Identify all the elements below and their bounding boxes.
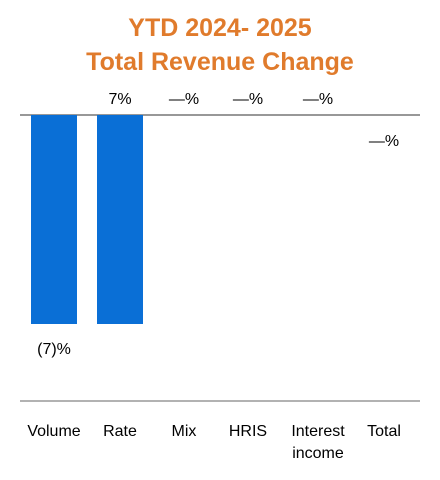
data-label: —% — [169, 91, 199, 108]
category-label: Rate — [103, 423, 137, 440]
chart-title: YTD 2024- 2025 — [128, 14, 312, 42]
data-label: 7% — [108, 91, 131, 108]
category-label: HRIS — [229, 423, 267, 440]
data-label: —% — [369, 133, 399, 150]
category-label: income — [292, 445, 344, 462]
category-label: Volume — [27, 423, 80, 440]
chart-subtitle: Total Revenue Change — [86, 48, 354, 76]
category-label: Interest — [291, 423, 345, 440]
bar-rate — [97, 115, 143, 324]
data-label: —% — [233, 91, 263, 108]
data-label: —% — [303, 91, 333, 108]
data-label: (7)% — [37, 341, 71, 358]
bar-volume — [31, 115, 77, 324]
category-label: Total — [367, 423, 401, 440]
category-label: Mix — [172, 423, 197, 440]
